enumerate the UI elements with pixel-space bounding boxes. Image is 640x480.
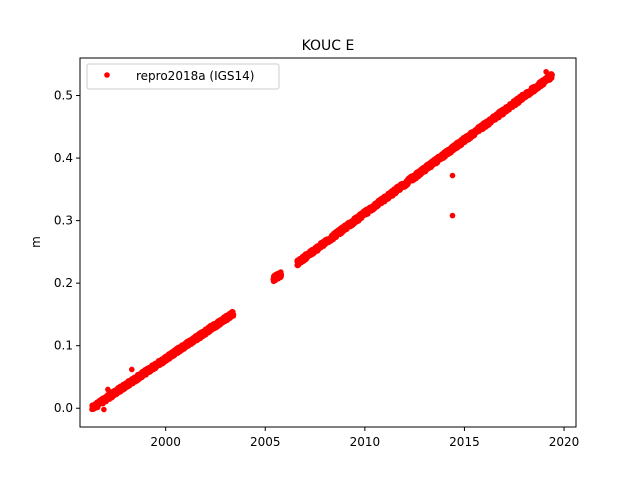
x-tick-label: 2020 (549, 435, 580, 449)
x-axis: 2000 2005 2010 2015 2020 (150, 427, 579, 449)
legend-label: repro2018a (IGS14) (136, 69, 254, 83)
y-tick-label: 0.5 (54, 89, 73, 103)
x-tick-label: 2000 (150, 435, 181, 449)
legend-marker (104, 72, 110, 78)
chart-title: KOUC E (302, 38, 355, 54)
plot-area (89, 68, 555, 413)
y-tick-label: 0.4 (54, 151, 73, 165)
outlier-point (105, 386, 111, 393)
outlier-point (449, 172, 456, 179)
legend: repro2018a (IGS14) (86, 63, 280, 90)
y-tick-label: 0.0 (54, 401, 73, 415)
outlier-point (543, 68, 549, 75)
x-tick-label: 2010 (350, 435, 381, 449)
y-axis-label: m (29, 236, 43, 248)
axes-frame (79, 57, 577, 428)
y-tick-label: 0.2 (54, 276, 73, 290)
y-tick-label: 0.1 (54, 339, 73, 353)
x-tick-label: 2015 (449, 435, 480, 449)
legend-box (86, 63, 280, 90)
x-tick-label: 2005 (250, 435, 281, 449)
outlier-point (128, 366, 135, 373)
y-axis: 0.0 0.1 0.2 0.3 0.4 0.5 (54, 89, 80, 415)
outlier-point (101, 406, 107, 413)
data-point (230, 311, 237, 318)
data-point (549, 72, 555, 78)
outlier-point (449, 212, 456, 219)
data-point (278, 271, 285, 278)
y-tick-label: 0.3 (54, 214, 73, 228)
